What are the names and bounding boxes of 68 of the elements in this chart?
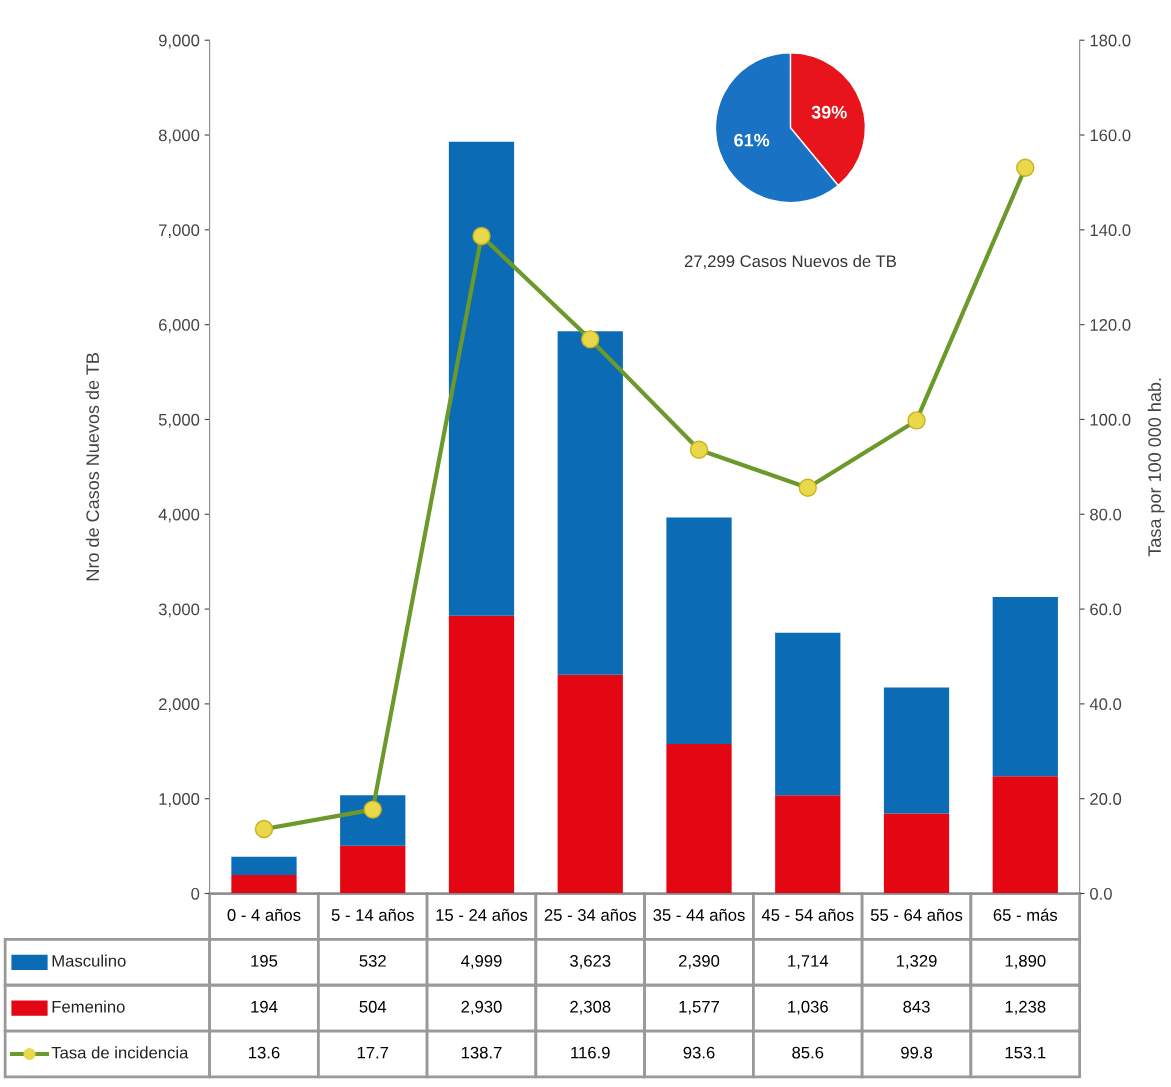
y-tick-label: 2,000	[159, 698, 200, 713]
x-tick-label: 55 - 64 años	[870, 908, 963, 921]
data-label: 1,577	[679, 1001, 720, 1015]
data-label: 99.8	[901, 1046, 933, 1059]
y2-tick-label: 140.0	[1090, 224, 1131, 237]
data-label: 1,036	[788, 1000, 828, 1015]
legend-label: Tasa de incidencia	[51, 1046, 189, 1059]
data-label: 17.7	[357, 1046, 389, 1059]
data-label: 93.6	[683, 1046, 715, 1059]
data-label: 85.6	[792, 1046, 824, 1059]
data-label: 2,930	[461, 1000, 502, 1015]
y2-tick-label: 160.0	[1090, 129, 1131, 142]
data-label: 13.6	[249, 1046, 280, 1059]
bar	[231, 875, 297, 894]
bar	[557, 331, 623, 675]
x-tick-label: 0 - 4 años	[227, 908, 301, 921]
y2-tick-label: 0.0	[1090, 887, 1112, 900]
x-tick-label: 65 - más	[993, 908, 1058, 921]
y-tick-label: 8,000	[158, 129, 200, 144]
legend-label: Femenino	[52, 1000, 125, 1013]
data-label: 4,999	[461, 954, 502, 969]
y-tick-label: 1,000	[159, 793, 200, 807]
y-tick-label: 3,000	[158, 603, 200, 618]
data-label: 39%	[811, 105, 847, 119]
y-tick-label: 0	[191, 887, 200, 900]
y2-tick-label: 20.0	[1090, 793, 1122, 805]
y-tick-label: 9,000	[158, 34, 200, 49]
x-tick-label: 15 - 24 años	[436, 908, 528, 921]
data-label: 1,714	[788, 955, 829, 969]
x-tick-label: 5 - 14 años	[331, 908, 414, 921]
y-axis-title: Nro de Casos Nuevos de TB	[85, 353, 100, 581]
data-label: 3,623	[570, 954, 611, 969]
data-label: 138.7	[461, 1046, 502, 1059]
data-label: 843	[903, 1000, 930, 1013]
data-label: 2,308	[570, 1000, 611, 1015]
bar	[231, 856, 297, 876]
y-tick-label: 6,000	[159, 319, 200, 333]
legend-label: Masculino	[52, 954, 126, 967]
y2-tick-label: 40.0	[1089, 698, 1122, 711]
y2-tick-label: 60.0	[1090, 603, 1122, 616]
x-tick-label: 35 - 44 años	[653, 908, 745, 921]
y2-axis-title: Tasa por 100 000 hab.	[1147, 378, 1165, 557]
y-tick-label: 4,000	[158, 508, 200, 523]
y-tick-label: 5,000	[158, 413, 200, 428]
bar	[775, 632, 841, 796]
data-label: 1,238	[1005, 1000, 1046, 1015]
data-label: 1,329	[896, 954, 937, 969]
y2-tick-label: 180.0	[1090, 34, 1131, 47]
y2-tick-label: 120.0	[1090, 319, 1131, 331]
x-tick-label: 25 - 34 años	[544, 908, 636, 921]
data-label: 116.9	[571, 1046, 610, 1059]
bar	[883, 687, 950, 814]
bar	[666, 517, 732, 744]
data-label: 195	[251, 954, 278, 967]
bar	[992, 596, 1058, 777]
x-tick-label: 45 - 54 años	[761, 908, 854, 921]
data-label: 504	[359, 1000, 387, 1013]
annotation: 27,299 Casos Nuevos de TB	[684, 254, 896, 270]
data-label: 2,390	[679, 954, 720, 969]
data-label: 61%	[734, 133, 770, 147]
y-tick-label: 7,000	[159, 224, 200, 239]
y2-tick-label: 100.0	[1090, 413, 1131, 426]
data-label: 153.1	[1005, 1046, 1046, 1059]
data-label: 1,890	[1005, 954, 1046, 969]
bar	[448, 141, 515, 616]
data-label: 194	[251, 1000, 278, 1013]
data-label: 532	[359, 954, 386, 967]
y2-tick-label: 80.0	[1090, 508, 1122, 521]
